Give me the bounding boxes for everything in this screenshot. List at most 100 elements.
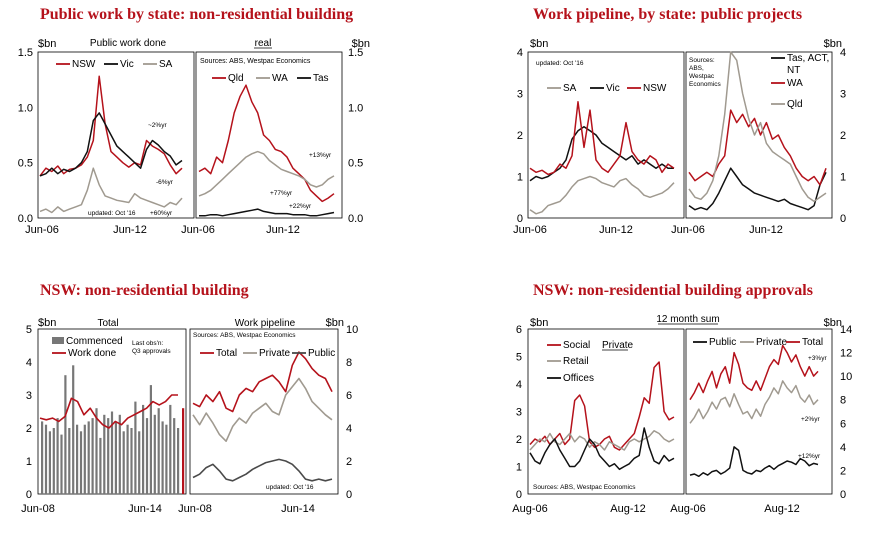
c3-bar-commenced [60,434,63,494]
c2-series-sa [529,175,675,215]
c3-bar-commenced [177,428,180,494]
chart-title-work-pipeline: Work pipeline, by state: public projects [533,6,803,23]
c1-ytick-right: 0.5 [348,158,363,170]
c1-annotation: +60%yr [150,210,173,217]
c4-ytick-right: 8 [840,395,846,407]
c1-legend-vic-label: Vic [120,59,134,70]
c3-legend-public-label: Public [308,348,335,359]
c2-series-nsw [529,101,675,176]
c3-bar-commenced [157,408,160,494]
c1-legend-sa-label: SA [159,59,173,70]
c4-legend-public-label: Public [709,337,736,348]
c2-source-note: Economics [689,81,722,88]
c3-bar-commenced [149,385,152,494]
c2-left-frame [527,51,685,219]
c3-bar-commenced [161,421,164,494]
c3-ytick-right: 10 [346,324,358,336]
c4-series-total [689,344,819,401]
c3-legend-private-label: Private [259,348,291,359]
c2-source-note: Westpac [689,73,715,80]
c3-bar-commenced [79,431,83,494]
c4-ylabel-left: $bn [530,317,548,329]
c1-ytick-right: 0.0 [348,213,363,225]
c3-ytick-right: 6 [346,390,352,402]
c1-left-frame [37,51,195,219]
c1-series-sa [39,167,183,214]
c1-ylabel-left: $bn [38,38,56,50]
c3-bar-commenced [44,424,48,494]
c4-ytick-right: 14 [840,324,852,336]
c1-series-nsw [39,75,183,177]
c2-ytick-right: 3 [840,89,846,101]
c2-series-tasactnt [688,167,827,211]
c4-ytick-left: 5 [516,352,522,364]
c3-ytick-right: 2 [346,456,352,468]
c1-annotation: +13%yr [309,152,332,159]
c3-bar-commenced [91,418,94,494]
c4-xtick-right: Aug-06 [670,503,705,515]
c2-ytick-left: 3 [517,89,523,101]
c2-series-wa [688,109,827,186]
c3-annotation: updated: Oct '16 [266,484,314,491]
c1-ytick-right: 1.0 [348,102,363,114]
c4-ytick-right: 2 [840,465,846,477]
c3-bar-last [182,408,185,494]
c4-annotation: +3%yr [808,355,827,362]
c3-bar-commenced [72,365,75,494]
c4-ytick-left: 6 [516,324,522,336]
c4-legend-total-label: Total [802,337,823,348]
c2-legend-nsw-label: NSW [643,83,667,94]
c3-series-public [192,458,333,482]
c4-legend-retail-label: Retail [563,356,589,367]
c4-ytick-right: 4 [840,442,846,454]
c4-ytick-right: 10 [840,371,852,383]
c1-legend-nsw-label: NSW [72,59,96,70]
c3-bar-commenced [169,404,172,494]
c3-source-note: Sources: ABS, Westpac Economics [193,332,296,339]
c4-legend-offices-label: Offices [563,373,594,384]
c1-annotation: updated: Oct '16 [88,210,136,217]
c4-ytick-right: 0 [840,489,846,501]
c3-bar-commenced [165,424,168,494]
c2-right-frame [685,51,833,219]
c3-legend-commenced-swatch [52,337,64,344]
c3-bar-commenced [87,421,90,494]
c3-bar-commenced [122,431,125,494]
c2-ytick-right: 0 [840,213,846,225]
c1-ytick-right: 1.5 [348,47,363,59]
c2-legend-sa-label: SA [563,83,577,94]
c3-ytick-left: 2 [26,423,32,435]
c4-series-private [689,380,819,424]
c1-legend-tas-label: Tas [313,73,329,84]
c3-ylabel-left: $bn [38,317,56,329]
c3-series-private [192,377,333,443]
c3-xtick-right: Jun-14 [281,503,315,515]
c3-ytick-right: 8 [346,357,352,369]
c4-legend-group-label: Private [602,340,634,351]
c3-ytick-right: 4 [346,423,352,435]
c4-ytick-left: 2 [516,434,522,446]
c1-ytick-left: 1.0 [18,102,33,114]
c3-annotation: Last obs'n: [132,340,163,347]
c3-legend-total-label: Total [216,348,237,359]
c3-bar-commenced [130,428,133,494]
c1-series-wa [198,150,335,197]
c4-annotation: +2%yr [801,416,820,423]
chart-title-public-work: Public work by state: non-residential bu… [40,6,354,23]
c1-annotation: +77%yr [270,190,293,197]
c3-ytick-left: 5 [26,324,32,336]
c3-ytick-left: 3 [26,390,32,402]
c4-xtick-left: Aug-12 [610,503,645,515]
c2-legend-tas-label: Tas, ACT, [787,53,829,64]
c4-ytick-left: 1 [516,462,522,474]
c3-panel-label-right: Work pipeline [235,318,296,329]
c2-legend-vic-label: Vic [606,83,620,94]
c4-series-retail [529,430,675,451]
c2-series-qld [688,51,827,203]
c1-panel-label-left: Public work done [90,38,167,49]
c1-annotation: -6%yr [156,179,174,186]
chart-title-nsw-building: NSW: non-residential building [40,282,249,299]
c3-bar-commenced [126,424,129,494]
c4-ytick-left: 3 [516,407,522,419]
c3-bar-commenced [56,418,59,494]
